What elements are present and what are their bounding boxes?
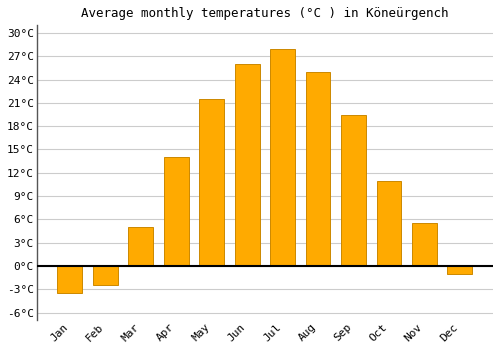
Bar bbox=[93, 266, 118, 285]
Bar bbox=[448, 266, 472, 274]
Bar bbox=[270, 49, 295, 266]
Bar bbox=[412, 223, 437, 266]
Bar bbox=[341, 114, 366, 266]
Bar bbox=[306, 72, 330, 266]
Bar bbox=[128, 227, 153, 266]
Bar bbox=[200, 99, 224, 266]
Bar bbox=[164, 157, 188, 266]
Title: Average monthly temperatures (°C ) in Köneürgench: Average monthly temperatures (°C ) in Kö… bbox=[81, 7, 448, 20]
Bar bbox=[58, 266, 82, 293]
Bar bbox=[376, 181, 402, 266]
Bar bbox=[235, 64, 260, 266]
